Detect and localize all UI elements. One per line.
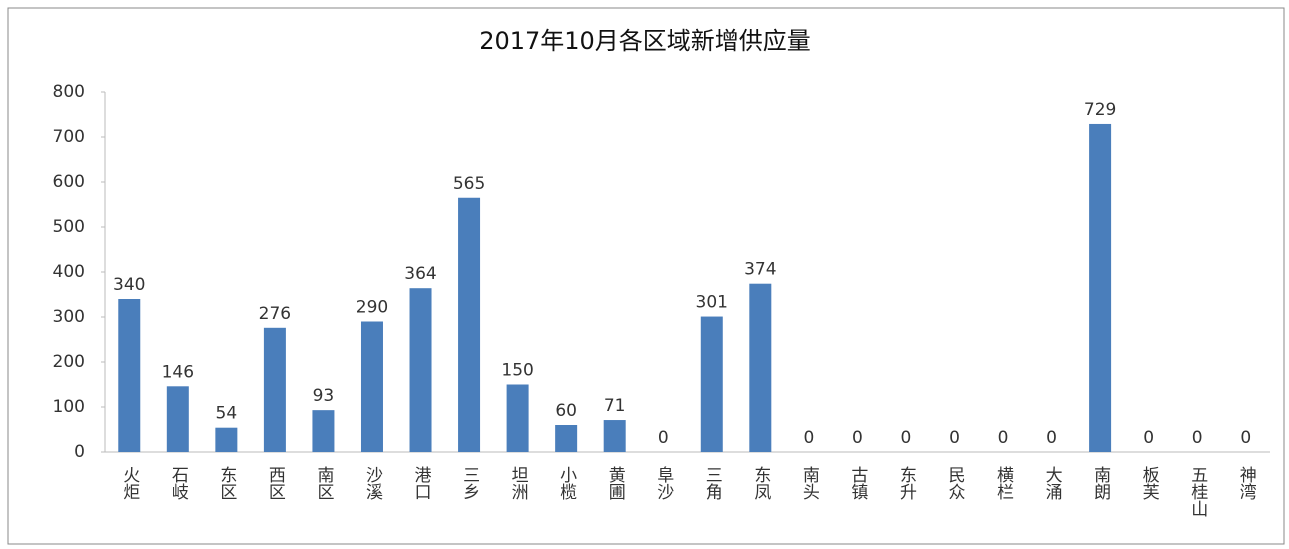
x-tick-label: 南区: [313, 466, 333, 500]
x-tick-label: 古镇: [847, 466, 868, 500]
x-tick-label: 板芙: [1139, 466, 1160, 500]
x-tick-label: 南头: [799, 466, 820, 500]
bar: [215, 427, 238, 452]
bar: [458, 197, 481, 452]
bar: [603, 420, 626, 452]
data-label: 71: [604, 396, 626, 416]
bar: [360, 321, 383, 452]
x-tick-label: 东区: [216, 466, 236, 500]
data-label: 0: [1143, 428, 1154, 448]
data-label: 0: [658, 428, 669, 448]
chart-frame: [7, 7, 1285, 545]
data-label: 93: [313, 386, 335, 406]
data-label: 0: [949, 428, 960, 448]
x-tick-label: 坦洲: [508, 466, 529, 500]
x-tick-label: 港口: [411, 466, 432, 500]
data-label: 565: [453, 174, 485, 194]
x-tick-label: 沙溪: [362, 466, 383, 500]
data-label: 54: [216, 404, 238, 424]
x-tick-label: 石岐: [168, 466, 189, 500]
data-label: 0: [998, 428, 1009, 448]
bar: [700, 316, 723, 452]
bar: [555, 425, 578, 452]
y-tick-label: 500: [53, 217, 85, 237]
data-label: 150: [501, 361, 533, 381]
x-tick-label: 黄圃: [605, 466, 626, 500]
bar: [1089, 123, 1112, 452]
data-label: 60: [555, 401, 577, 421]
data-label: 340: [113, 275, 145, 295]
y-tick-label: 300: [53, 307, 85, 327]
y-tick-label: 200: [53, 352, 85, 372]
x-tick-label: 火炬: [119, 466, 140, 500]
x-tick-label: 横栏: [993, 466, 1014, 500]
x-tick-label: 民众: [944, 466, 965, 500]
x-tick-label: 阜沙: [653, 466, 674, 500]
data-label: 0: [1046, 428, 1057, 448]
data-label: 290: [356, 298, 388, 318]
data-label: 301: [696, 293, 728, 313]
x-tick-label: 大涌: [1042, 466, 1063, 500]
x-tick-label: 三乡: [459, 466, 479, 500]
y-tick-label: 800: [53, 82, 85, 102]
x-tick-label: 南朗: [1090, 466, 1111, 500]
data-label: 146: [162, 362, 194, 382]
x-tick-label: 东凤: [750, 466, 771, 500]
y-tick-label: 400: [53, 262, 85, 282]
data-label: 374: [744, 260, 776, 280]
bar: [312, 410, 335, 452]
bar: [409, 288, 432, 452]
y-tick-label: 700: [53, 127, 85, 147]
data-label: 0: [1240, 428, 1251, 448]
x-tick-label: 东升: [896, 466, 917, 500]
y-tick-label: 100: [53, 397, 85, 417]
x-tick-label: 五桂山: [1187, 466, 1208, 517]
bar: [118, 299, 141, 452]
data-label: 0: [901, 428, 912, 448]
chart-title: 2017年10月各区域新增供应量: [479, 27, 811, 55]
x-tick-label: 小榄: [556, 466, 577, 500]
bar: [506, 384, 529, 452]
bar: [263, 327, 286, 452]
data-label: 0: [803, 428, 814, 448]
data-label: 364: [404, 264, 436, 284]
bar: [166, 386, 189, 452]
y-tick-label: 600: [53, 172, 85, 192]
x-tick-label: 西区: [265, 466, 285, 500]
data-label: 276: [259, 304, 291, 324]
y-tick-label: 0: [74, 442, 85, 462]
x-tick-label: 三角: [702, 466, 723, 501]
bar: [749, 283, 772, 452]
data-label: 0: [1192, 428, 1203, 448]
data-label: 729: [1084, 100, 1116, 120]
data-label: 0: [852, 428, 863, 448]
x-tick-label: 神湾: [1236, 466, 1257, 501]
